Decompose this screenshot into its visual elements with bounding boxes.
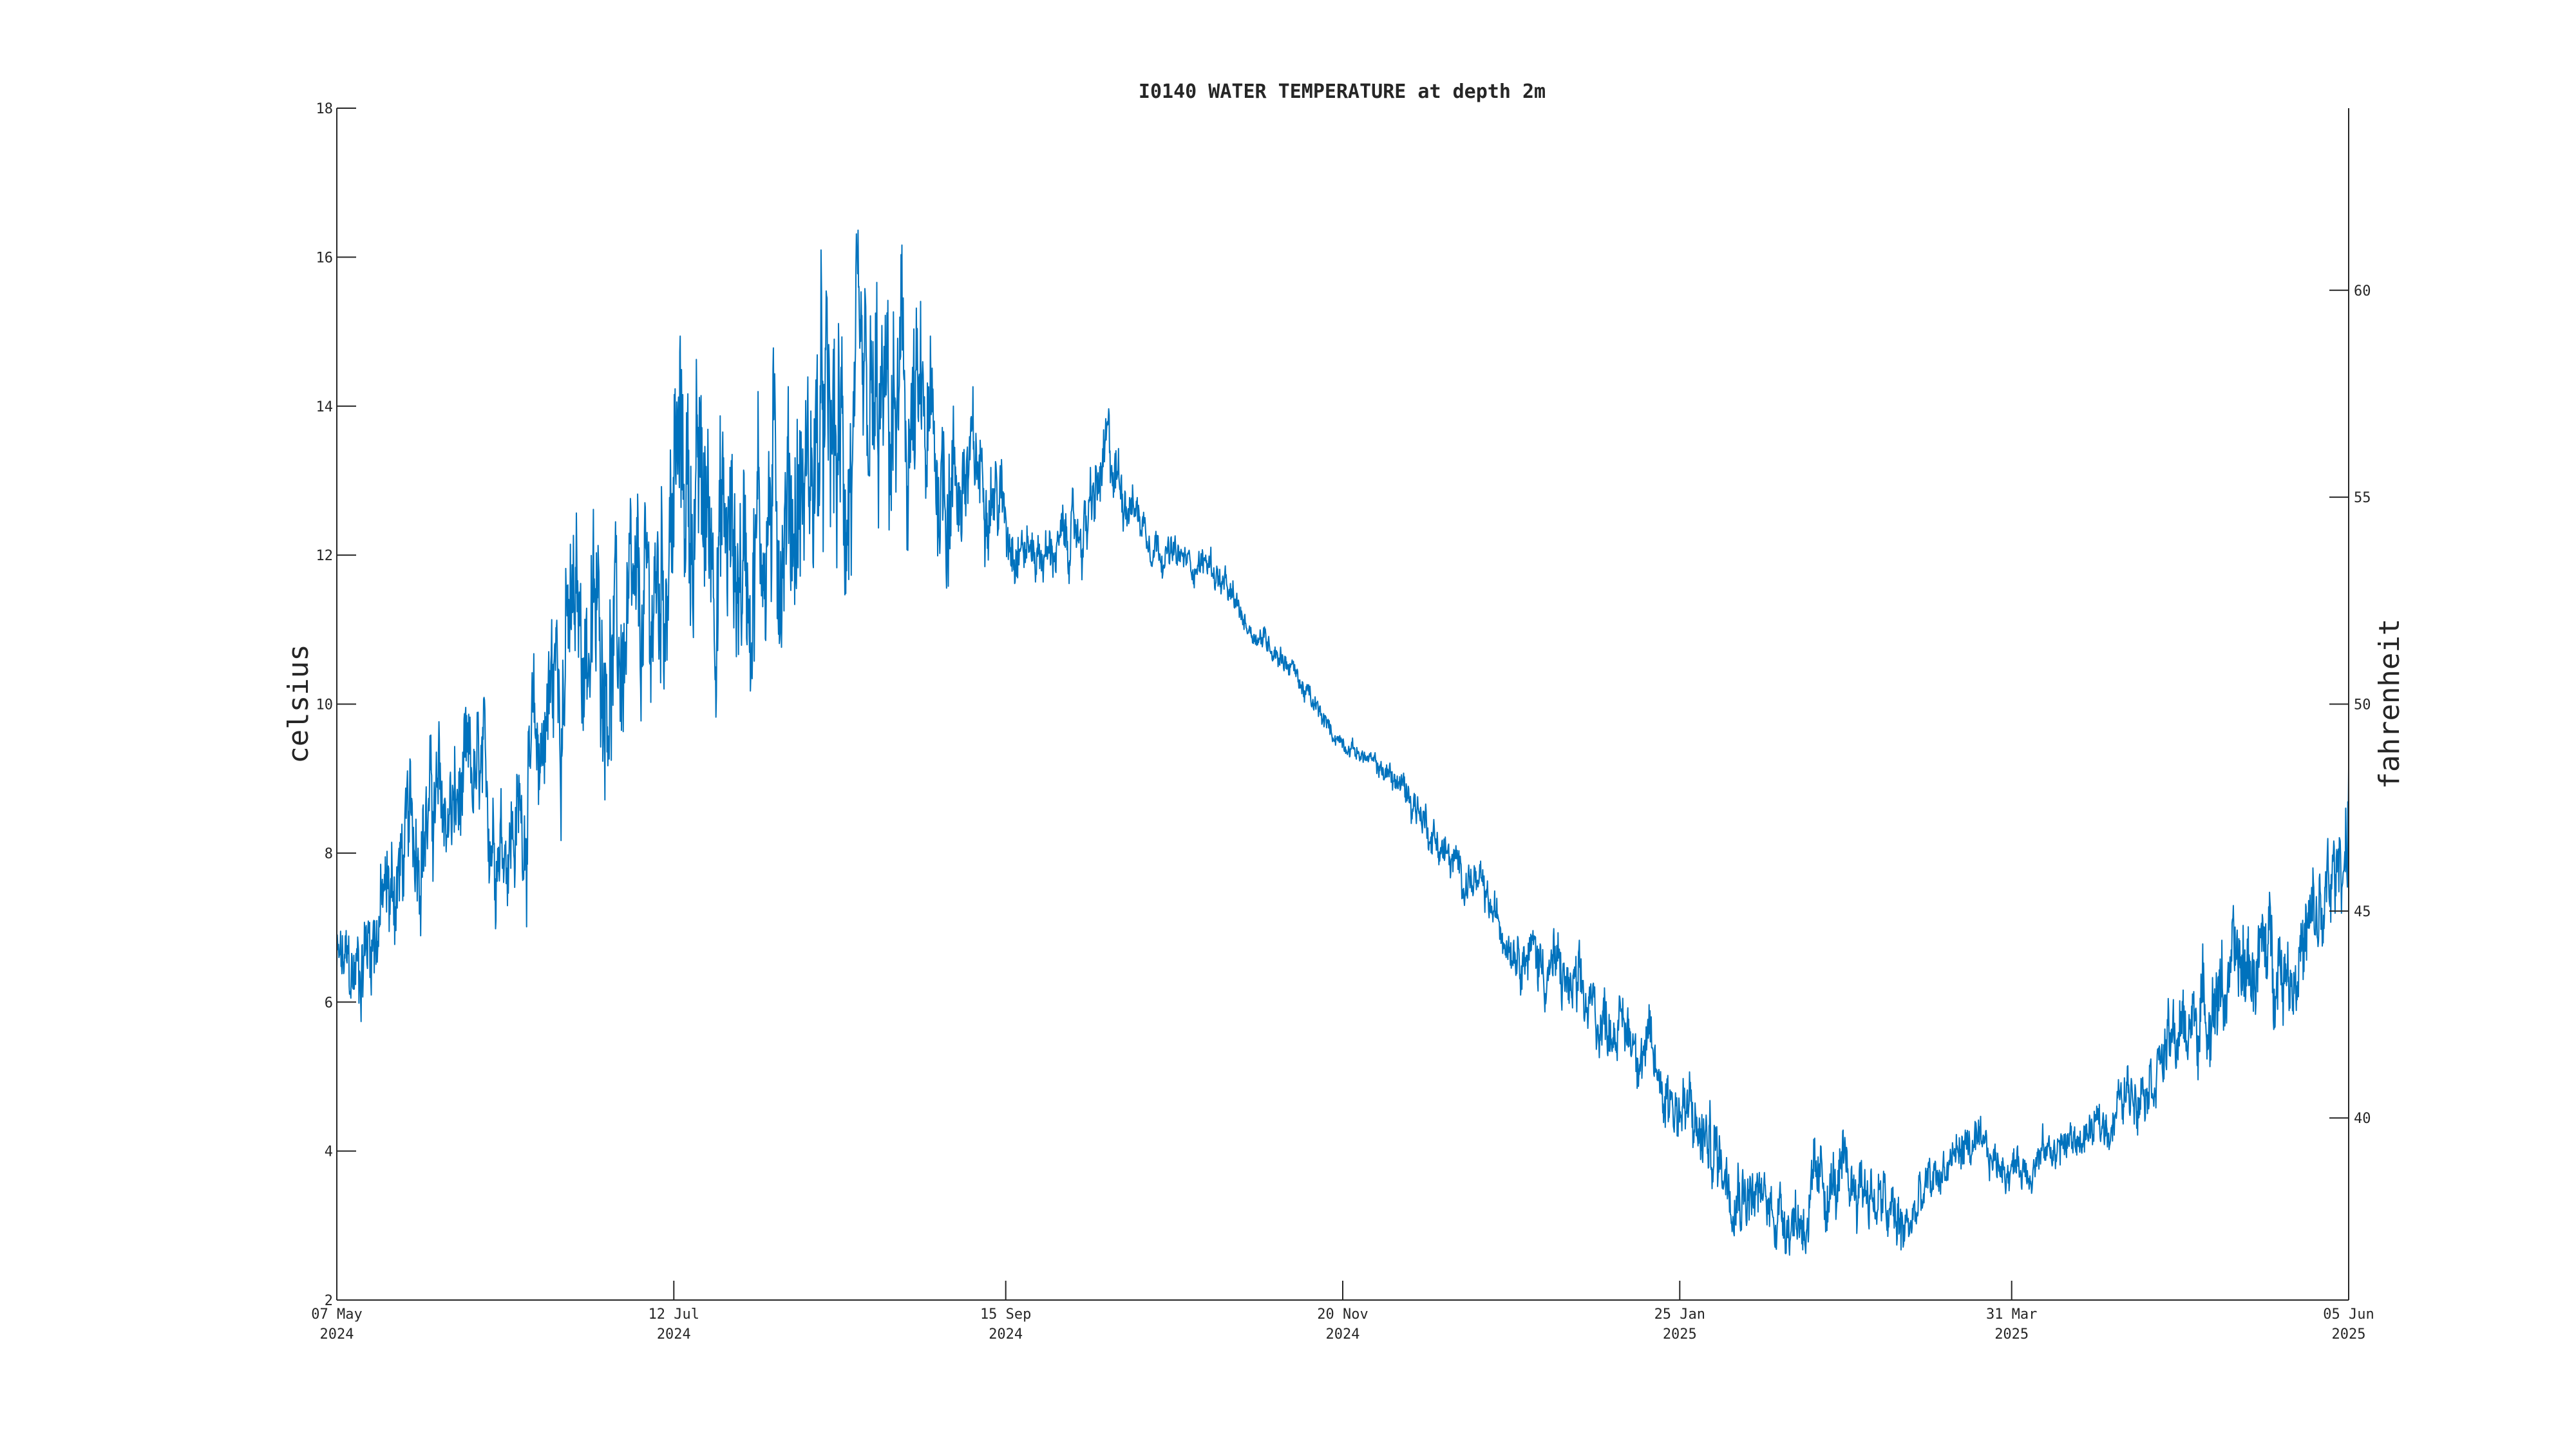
- y-tick-label: 16: [316, 250, 334, 266]
- y2-tick-label: 45: [2354, 904, 2371, 920]
- series-line: [336, 229, 2349, 1256]
- x-tick-label: 25 Jan: [1654, 1306, 1705, 1323]
- ticks: 07 May 2024 12 Jul 2024 15 Sep 2024 20 Nov 2024…: [311, 101, 2374, 1343]
- x-tick-year: 2024: [989, 1326, 1023, 1343]
- x-tick-year: 2024: [1326, 1326, 1360, 1343]
- y-tick-label: 2: [325, 1293, 333, 1309]
- y2-tick-label: 50: [2354, 697, 2371, 713]
- y2-tick-label: 55: [2354, 490, 2371, 506]
- x-tick-year: 2025: [2332, 1326, 2366, 1343]
- y-tick-label: 8: [325, 846, 333, 862]
- x-tick-label: 31 Mar: [1986, 1306, 2037, 1323]
- x-tick-year: 2024: [320, 1326, 354, 1343]
- y-tick-label: 10: [316, 697, 334, 713]
- x-tick-year: 2025: [1663, 1326, 1697, 1343]
- y-tick-label: 4: [325, 1144, 333, 1160]
- chart-title: I0140 WATER TEMPERATURE at depth 2m: [1139, 80, 1546, 103]
- axes: [336, 108, 2349, 1301]
- y2-tick-label: 40: [2354, 1111, 2371, 1127]
- x-tick-label: 15 Sep: [980, 1306, 1031, 1323]
- y-tick-label: 12: [316, 548, 334, 564]
- y2-tick-label: 60: [2354, 283, 2371, 299]
- x-tick-label: 12 Jul: [649, 1306, 699, 1323]
- x-tick-year: 2024: [657, 1326, 691, 1343]
- y-tick-label: 14: [316, 399, 334, 415]
- x-tick-label: 05 Jun: [2323, 1306, 2374, 1323]
- x-tick-label: 07 May: [311, 1306, 362, 1323]
- x-tick-label: 20 Nov: [1317, 1306, 1368, 1323]
- y-tick-label: 18: [316, 101, 334, 117]
- y-tick-label: 6: [325, 995, 333, 1011]
- y2-axis-label: fahrenheit: [2373, 619, 2406, 789]
- plot-area: [336, 229, 2349, 1256]
- y-axis-label: celsius: [282, 644, 315, 763]
- x-tick-year: 2025: [1994, 1326, 2029, 1343]
